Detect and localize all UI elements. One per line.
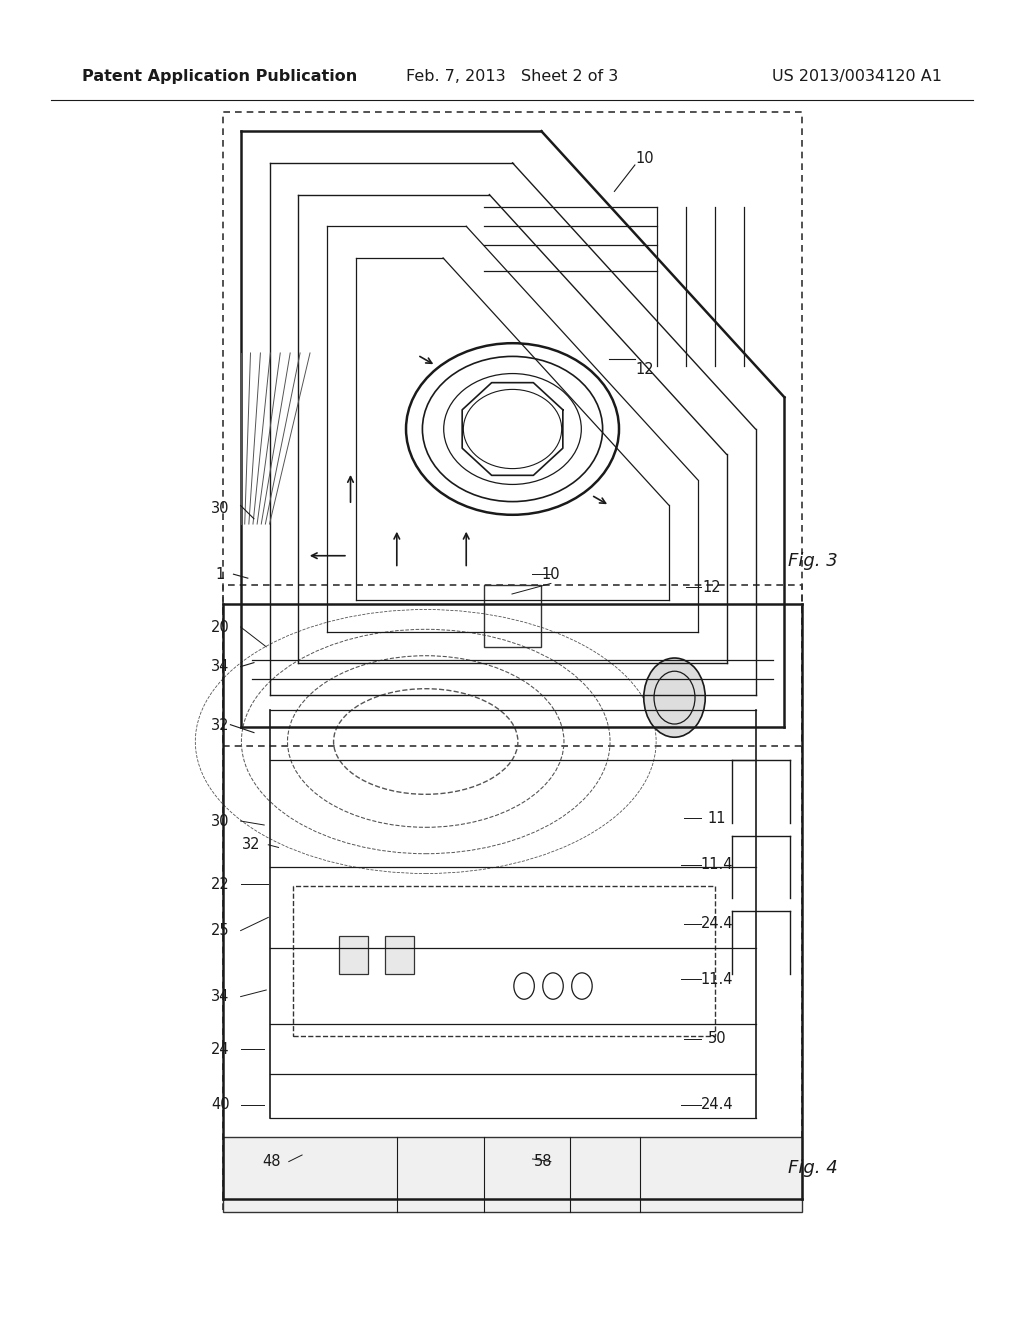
FancyBboxPatch shape xyxy=(385,936,414,974)
Text: 40: 40 xyxy=(211,1097,229,1113)
Text: 11.4: 11.4 xyxy=(700,972,733,987)
Text: Fig. 3: Fig. 3 xyxy=(788,552,839,570)
Text: 11.4: 11.4 xyxy=(700,857,733,873)
Text: Feb. 7, 2013   Sheet 2 of 3: Feb. 7, 2013 Sheet 2 of 3 xyxy=(406,69,618,84)
Text: 24: 24 xyxy=(211,1041,229,1057)
Text: 50: 50 xyxy=(708,1031,726,1047)
Text: 10: 10 xyxy=(636,150,654,166)
Text: 24.4: 24.4 xyxy=(700,1097,733,1113)
Text: 10: 10 xyxy=(542,566,560,582)
Text: US 2013/0034120 A1: US 2013/0034120 A1 xyxy=(772,69,942,84)
Text: 34: 34 xyxy=(211,989,229,1005)
Text: 32: 32 xyxy=(211,718,229,734)
Text: Fig. 4: Fig. 4 xyxy=(788,1159,839,1177)
Text: 24.4: 24.4 xyxy=(700,916,733,932)
Text: 58: 58 xyxy=(534,1154,552,1170)
FancyBboxPatch shape xyxy=(223,1137,802,1212)
Text: 12: 12 xyxy=(636,362,654,378)
FancyBboxPatch shape xyxy=(339,936,368,974)
Text: 48: 48 xyxy=(262,1154,281,1170)
Text: 22: 22 xyxy=(211,876,229,892)
Text: 20: 20 xyxy=(211,619,229,635)
Text: 30: 30 xyxy=(211,813,229,829)
Ellipse shape xyxy=(644,657,706,737)
Text: 32: 32 xyxy=(242,837,260,853)
Text: 11: 11 xyxy=(708,810,726,826)
Text: 25: 25 xyxy=(211,923,229,939)
Text: 1: 1 xyxy=(215,566,225,582)
Text: 30: 30 xyxy=(211,500,229,516)
Text: 12: 12 xyxy=(702,579,721,595)
Text: Patent Application Publication: Patent Application Publication xyxy=(82,69,357,84)
Text: 34: 34 xyxy=(211,659,229,675)
